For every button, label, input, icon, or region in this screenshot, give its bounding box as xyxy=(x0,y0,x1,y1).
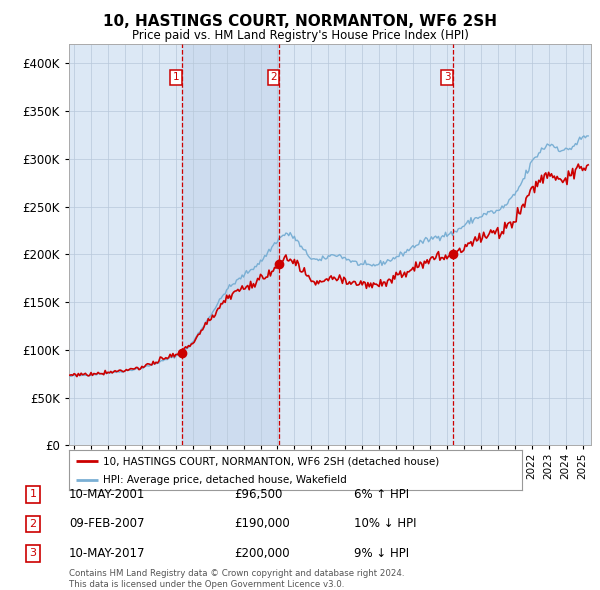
Text: 10, HASTINGS COURT, NORMANTON, WF6 2SH: 10, HASTINGS COURT, NORMANTON, WF6 2SH xyxy=(103,14,497,30)
Text: 10-MAY-2001: 10-MAY-2001 xyxy=(69,488,145,501)
Text: 3: 3 xyxy=(29,549,37,558)
Text: 2: 2 xyxy=(270,73,277,83)
Text: £96,500: £96,500 xyxy=(234,488,283,501)
Text: 1: 1 xyxy=(173,73,179,83)
Text: 10% ↓ HPI: 10% ↓ HPI xyxy=(354,517,416,530)
Text: £200,000: £200,000 xyxy=(234,547,290,560)
Text: Contains HM Land Registry data © Crown copyright and database right 2024.: Contains HM Land Registry data © Crown c… xyxy=(69,569,404,578)
Bar xyxy=(182,44,280,445)
Text: HPI: Average price, detached house, Wakefield: HPI: Average price, detached house, Wake… xyxy=(103,475,347,485)
Text: Price paid vs. HM Land Registry's House Price Index (HPI): Price paid vs. HM Land Registry's House … xyxy=(131,29,469,42)
Text: 9% ↓ HPI: 9% ↓ HPI xyxy=(354,547,409,560)
Text: 10, HASTINGS COURT, NORMANTON, WF6 2SH (detached house): 10, HASTINGS COURT, NORMANTON, WF6 2SH (… xyxy=(103,456,439,466)
Text: This data is licensed under the Open Government Licence v3.0.: This data is licensed under the Open Gov… xyxy=(69,579,344,589)
Text: 10-MAY-2017: 10-MAY-2017 xyxy=(69,547,146,560)
Text: 6% ↑ HPI: 6% ↑ HPI xyxy=(354,488,409,501)
Text: 09-FEB-2007: 09-FEB-2007 xyxy=(69,517,145,530)
Text: 1: 1 xyxy=(29,490,37,499)
Text: £190,000: £190,000 xyxy=(234,517,290,530)
Text: 2: 2 xyxy=(29,519,37,529)
Text: 3: 3 xyxy=(444,73,451,83)
